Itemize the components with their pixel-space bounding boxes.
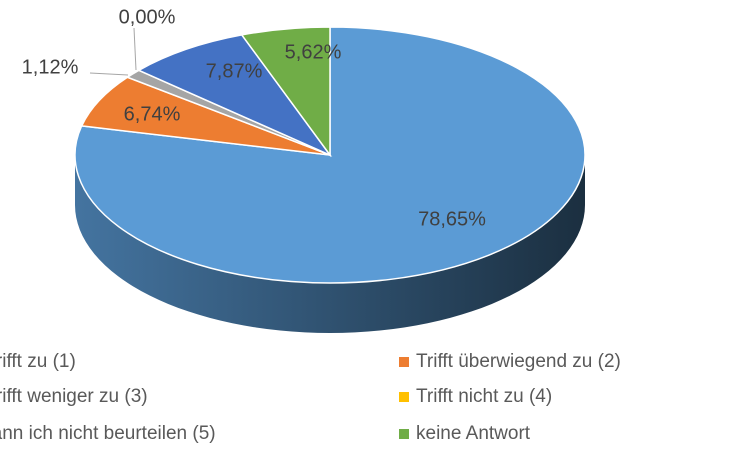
legend-marker	[399, 392, 409, 402]
legend-marker	[399, 357, 409, 367]
leader-line	[89, 72, 129, 76]
leader-line	[133, 27, 137, 71]
data-label: 1,12%	[22, 56, 79, 78]
legend-label: Trifft zu (1)	[0, 351, 76, 372]
data-label: 6,74%	[124, 103, 181, 125]
legend-label: Kann ich nicht beurteilen (5)	[0, 423, 216, 444]
data-label: 78,65%	[418, 208, 486, 230]
data-label: 5,62%	[285, 41, 342, 63]
data-label: 0,00%	[119, 6, 176, 28]
legend-label: keine Antwort	[416, 423, 531, 444]
data-label: 7,87%	[206, 60, 263, 82]
legend-label: Trifft weniger zu (3)	[0, 386, 148, 407]
legend-marker	[399, 429, 409, 439]
pie-slice	[240, 26, 331, 158]
legend-label: Trifft überwiegend zu (2)	[416, 351, 621, 372]
legend-label: Trifft nicht zu (4)	[416, 386, 552, 407]
pie-slice	[137, 34, 333, 157]
pie-slice	[80, 76, 331, 156]
pie-side	[75, 155, 585, 333]
